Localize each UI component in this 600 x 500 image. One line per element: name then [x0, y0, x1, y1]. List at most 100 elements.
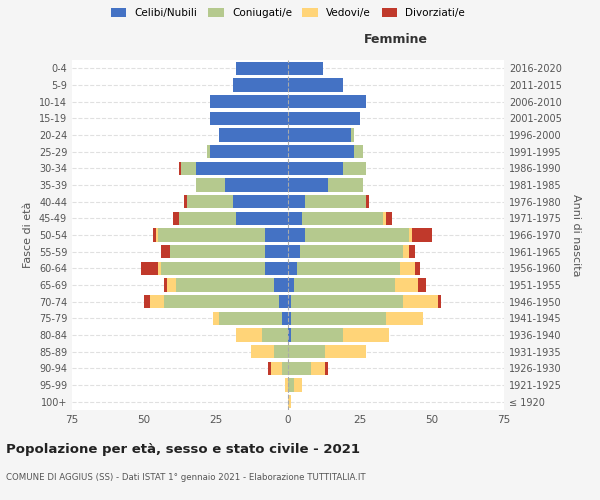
Bar [141, 262, 158, 275]
Bar [265, 228, 288, 241]
Bar [196, 178, 224, 192]
Bar [288, 78, 343, 92]
Bar [167, 278, 176, 291]
Bar [302, 212, 383, 225]
Bar [184, 195, 187, 208]
Y-axis label: Fasce di età: Fasce di età [23, 202, 33, 268]
Bar [288, 395, 291, 408]
Bar [288, 278, 294, 291]
Bar [343, 162, 366, 175]
Bar [181, 162, 196, 175]
Bar [288, 145, 354, 158]
Bar [144, 295, 150, 308]
Bar [233, 195, 288, 208]
Bar [224, 178, 288, 192]
Bar [291, 295, 403, 308]
Bar [219, 312, 282, 325]
Text: Popolazione per età, sesso e stato civile - 2021: Popolazione per età, sesso e stato civil… [6, 442, 360, 456]
Bar [210, 112, 288, 125]
Bar [311, 362, 325, 375]
Bar [291, 312, 386, 325]
Bar [288, 128, 352, 141]
Bar [299, 245, 403, 258]
Bar [288, 95, 366, 108]
Bar [280, 295, 288, 308]
Bar [210, 145, 288, 158]
Bar [288, 162, 343, 175]
Bar [366, 195, 368, 208]
Bar [170, 245, 265, 258]
Bar [152, 228, 155, 241]
Bar [265, 262, 288, 275]
Bar [282, 362, 288, 375]
Bar [155, 228, 158, 241]
Bar [274, 345, 288, 358]
Bar [219, 128, 288, 141]
Bar [403, 245, 409, 258]
Bar [176, 278, 274, 291]
Bar [150, 295, 164, 308]
Bar [288, 312, 291, 325]
Text: COMUNE DI AGGIUS (SS) - Dati ISTAT 1° gennaio 2021 - Elaborazione TUTTITALIA.IT: COMUNE DI AGGIUS (SS) - Dati ISTAT 1° ge… [6, 472, 365, 482]
Bar [383, 212, 386, 225]
Bar [400, 262, 415, 275]
Bar [325, 362, 328, 375]
Bar [325, 345, 366, 358]
Bar [288, 378, 294, 392]
Bar [412, 228, 432, 241]
Bar [305, 195, 366, 208]
Bar [236, 212, 288, 225]
Bar [213, 312, 219, 325]
Bar [288, 295, 291, 308]
Bar [173, 212, 179, 225]
Bar [288, 195, 305, 208]
Bar [233, 78, 288, 92]
Bar [328, 178, 363, 192]
Bar [251, 345, 274, 358]
Bar [288, 328, 291, 342]
Bar [288, 245, 299, 258]
Bar [386, 312, 424, 325]
Bar [288, 262, 296, 275]
Bar [158, 262, 161, 275]
Bar [395, 278, 418, 291]
Bar [294, 378, 302, 392]
Bar [305, 228, 409, 241]
Bar [236, 62, 288, 75]
Bar [274, 278, 288, 291]
Y-axis label: Anni di nascita: Anni di nascita [571, 194, 581, 276]
Bar [271, 362, 282, 375]
Bar [352, 128, 354, 141]
Bar [291, 328, 343, 342]
Bar [164, 295, 280, 308]
Bar [282, 312, 288, 325]
Bar [386, 212, 392, 225]
Text: Femmine: Femmine [364, 33, 428, 46]
Bar [210, 95, 288, 108]
Bar [265, 245, 288, 258]
Bar [158, 228, 265, 241]
Bar [179, 162, 181, 175]
Bar [161, 262, 265, 275]
Bar [288, 112, 360, 125]
Bar [288, 362, 311, 375]
Bar [187, 195, 233, 208]
Bar [164, 278, 167, 291]
Bar [208, 145, 210, 158]
Bar [268, 362, 271, 375]
Bar [409, 228, 412, 241]
Bar [409, 245, 415, 258]
Bar [262, 328, 288, 342]
Bar [354, 145, 363, 158]
Bar [179, 212, 236, 225]
Bar [415, 262, 421, 275]
Bar [438, 295, 440, 308]
Bar [294, 278, 395, 291]
Bar [161, 245, 170, 258]
Bar [296, 262, 400, 275]
Bar [343, 328, 389, 342]
Bar [288, 212, 302, 225]
Bar [418, 278, 426, 291]
Bar [236, 328, 262, 342]
Legend: Celibi/Nubili, Coniugati/e, Vedovi/e, Divorziati/e: Celibi/Nubili, Coniugati/e, Vedovi/e, Di… [111, 8, 465, 18]
